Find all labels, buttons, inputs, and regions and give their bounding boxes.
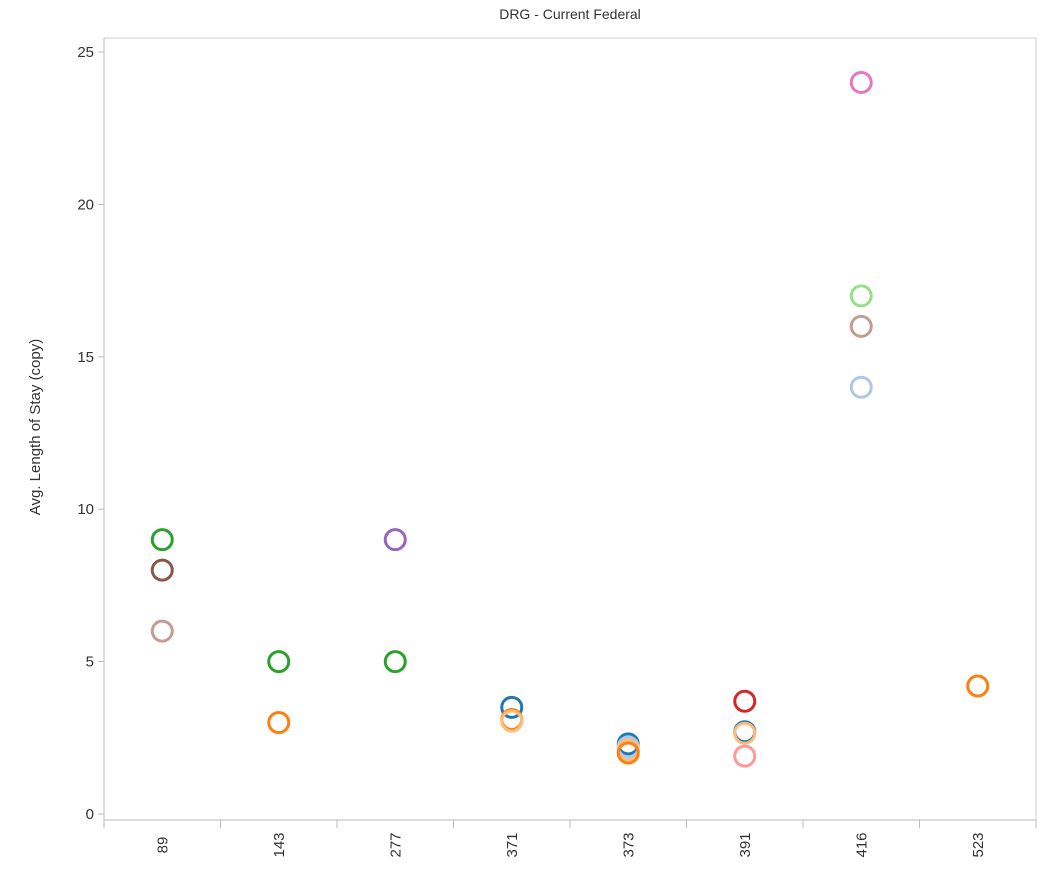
y-tick-label: 20 [77, 196, 94, 213]
y-tick-label: 15 [77, 349, 94, 366]
data-point [267, 711, 291, 735]
y-axis: 0 5 10 15 20 25 [77, 38, 105, 823]
x-tick-label: 143 [271, 832, 288, 857]
data-point [150, 528, 174, 552]
x-tick-label: 89 [154, 837, 171, 854]
data-point [849, 284, 873, 308]
data-point [733, 721, 757, 745]
data-point [150, 558, 174, 582]
chart-title: DRG - Current Federal [499, 6, 641, 22]
data-point [733, 744, 757, 768]
data-point [616, 741, 640, 765]
data-point [733, 689, 757, 713]
data-point [383, 528, 407, 552]
x-tick-label: 371 [504, 832, 521, 857]
y-tick-label: 10 [77, 501, 94, 518]
data-point [849, 375, 873, 399]
data-point [383, 650, 407, 674]
plot-frame [104, 37, 1037, 820]
y-tick-label: 0 [86, 806, 94, 823]
x-tick-label: 277 [387, 832, 404, 857]
x-tick-label: 416 [853, 832, 870, 857]
x-axis: 89 143 277 371 373 391 416 523 [103, 819, 1037, 858]
y-axis-label: Avg. Length of Stay (copy) [27, 339, 44, 516]
x-tick-label: 373 [620, 832, 637, 857]
data-point [966, 674, 990, 698]
data-point [849, 70, 873, 94]
data-point [150, 619, 174, 643]
data-point [500, 709, 524, 733]
x-tick-label: 391 [737, 832, 754, 857]
y-tick-label: 25 [77, 44, 94, 61]
data-point [267, 650, 291, 674]
data-point [500, 695, 524, 719]
data-point [849, 314, 873, 338]
y-tick-label: 5 [86, 654, 94, 671]
data-points [150, 70, 990, 768]
x-tick-label: 523 [970, 832, 987, 857]
